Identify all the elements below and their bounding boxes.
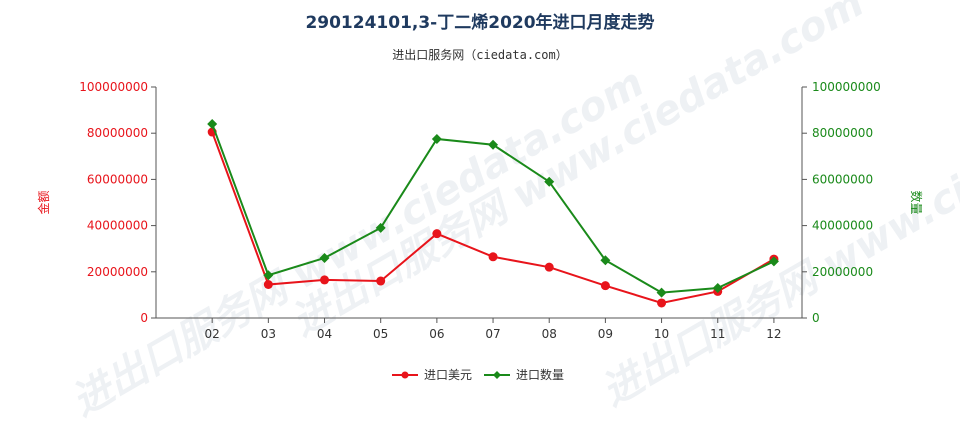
left-y-tick-label: 20000000 (87, 265, 148, 279)
left-y-tick-label: 40000000 (87, 219, 148, 233)
right-y-tick-label: 60000000 (812, 172, 873, 186)
legend-label-1: 进口美元 (424, 368, 472, 382)
x-tick-label: 02 (205, 327, 220, 341)
series-point-2 (207, 118, 218, 129)
left-y-tick-label: 0 (140, 311, 148, 325)
right-y-tick-label: 100000000 (812, 80, 881, 94)
x-tick-label: 07 (485, 327, 500, 341)
x-tick-label: 11 (710, 327, 725, 341)
legend-marker-2 (493, 371, 501, 379)
right-y-tick-label: 40000000 (812, 219, 873, 233)
series-point-1 (600, 281, 610, 291)
series-point-1 (263, 280, 273, 290)
series-point-1 (376, 276, 386, 286)
series-point-2 (656, 287, 667, 298)
chart-title: 290124101,3-丁二烯2020年进口月度走势 (305, 13, 655, 33)
x-tick-label: 05 (373, 327, 388, 341)
legend-marker-1 (401, 371, 409, 379)
series-point-1 (657, 298, 667, 308)
x-tick-label: 12 (766, 327, 781, 341)
x-tick-label: 08 (542, 327, 557, 341)
series-point-2 (600, 255, 611, 266)
series-point-2 (375, 222, 386, 233)
chart-subtitle: 进出口服务网（ciedata.com） (392, 48, 568, 62)
series-point-1 (544, 262, 554, 272)
left-y-tick-label: 60000000 (87, 172, 148, 186)
series-point-2 (431, 133, 442, 144)
series-point-2 (319, 252, 330, 263)
right-y-tick-label: 0 (812, 311, 820, 325)
series-point-1 (320, 275, 330, 285)
series-point-2 (263, 270, 274, 281)
series-point-2 (768, 256, 779, 267)
series-line-1 (211, 131, 775, 305)
x-tick-label: 06 (429, 327, 444, 341)
series-point-2 (544, 176, 555, 187)
right-y-tick-label: 20000000 (812, 265, 873, 279)
series-point-1 (432, 229, 442, 239)
x-tick-label: 10 (654, 327, 669, 341)
series-point-2 (712, 282, 723, 293)
left-y-axis-title: 金额 (36, 190, 51, 214)
series-point-2 (488, 139, 499, 150)
right-y-axis-title: 数量 (909, 190, 924, 214)
right-y-tick-label: 80000000 (812, 126, 873, 140)
x-tick-label: 03 (261, 327, 276, 341)
x-tick-label: 04 (317, 327, 332, 341)
x-tick-label: 09 (598, 327, 613, 341)
legend-label-2: 进口数量 (516, 367, 564, 382)
left-y-tick-label: 80000000 (87, 126, 148, 140)
left-y-tick-label: 100000000 (79, 80, 148, 94)
chart-canvas: 0 20000000 40000000 60000000 80000000 1000000… (36, 80, 924, 382)
series-point-1 (488, 252, 498, 262)
